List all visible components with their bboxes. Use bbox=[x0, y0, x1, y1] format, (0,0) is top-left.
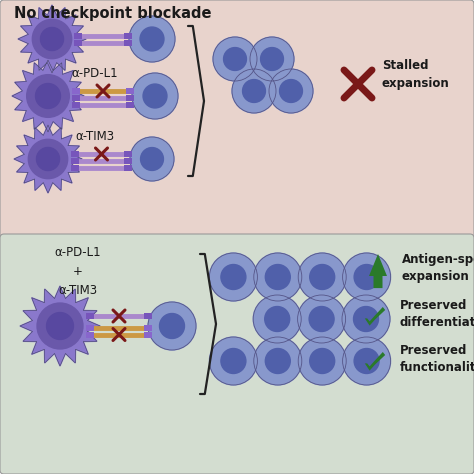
Text: Preserved
functionality: Preserved functionality bbox=[400, 344, 474, 374]
Circle shape bbox=[280, 80, 302, 102]
Polygon shape bbox=[18, 5, 86, 73]
Circle shape bbox=[143, 84, 167, 108]
Bar bbox=[74, 33, 82, 38]
Polygon shape bbox=[20, 286, 100, 366]
Circle shape bbox=[148, 302, 196, 350]
FancyBboxPatch shape bbox=[0, 0, 474, 240]
Circle shape bbox=[354, 348, 379, 374]
Bar bbox=[72, 101, 80, 108]
Circle shape bbox=[210, 337, 257, 385]
Polygon shape bbox=[14, 125, 82, 193]
Bar bbox=[74, 39, 82, 46]
Polygon shape bbox=[12, 60, 84, 132]
Circle shape bbox=[250, 37, 294, 81]
Circle shape bbox=[265, 264, 290, 290]
Bar bbox=[71, 164, 79, 171]
Bar bbox=[124, 164, 132, 171]
Circle shape bbox=[265, 348, 290, 374]
Bar bbox=[144, 331, 152, 337]
Circle shape bbox=[221, 264, 246, 290]
Circle shape bbox=[36, 83, 61, 109]
Text: α-PD-L1
+
α-TIM3: α-PD-L1 + α-TIM3 bbox=[55, 246, 101, 297]
Bar bbox=[86, 325, 94, 330]
Circle shape bbox=[130, 137, 174, 181]
Circle shape bbox=[254, 337, 302, 385]
Circle shape bbox=[232, 69, 276, 113]
Circle shape bbox=[141, 147, 164, 171]
Bar bbox=[71, 151, 79, 157]
Circle shape bbox=[264, 307, 290, 331]
Circle shape bbox=[354, 307, 378, 331]
Bar bbox=[86, 331, 94, 337]
Circle shape bbox=[243, 80, 265, 102]
Circle shape bbox=[298, 253, 346, 301]
Bar bbox=[124, 33, 132, 38]
Circle shape bbox=[310, 348, 335, 374]
Bar bbox=[144, 325, 152, 330]
Text: Antigen-specific
expansion: Antigen-specific expansion bbox=[402, 253, 474, 283]
Bar bbox=[72, 94, 80, 100]
Circle shape bbox=[210, 253, 257, 301]
Bar bbox=[126, 94, 134, 100]
Polygon shape bbox=[365, 307, 385, 326]
Circle shape bbox=[140, 27, 164, 51]
Polygon shape bbox=[365, 352, 385, 371]
Bar bbox=[72, 88, 80, 94]
Circle shape bbox=[298, 295, 346, 343]
Circle shape bbox=[160, 313, 184, 338]
Text: α-PD-L1: α-PD-L1 bbox=[72, 67, 118, 80]
Circle shape bbox=[28, 139, 68, 179]
Bar bbox=[126, 101, 134, 108]
Circle shape bbox=[32, 19, 72, 59]
FancyBboxPatch shape bbox=[0, 234, 474, 474]
Bar bbox=[71, 157, 79, 164]
Circle shape bbox=[310, 264, 335, 290]
Circle shape bbox=[343, 337, 391, 385]
Polygon shape bbox=[369, 254, 387, 288]
Circle shape bbox=[27, 75, 69, 118]
Circle shape bbox=[213, 37, 257, 81]
Bar bbox=[144, 313, 152, 319]
Text: Stalled
expansion: Stalled expansion bbox=[382, 58, 450, 90]
Text: Preserved
differentiation: Preserved differentiation bbox=[400, 299, 474, 329]
Text: α-TIM3: α-TIM3 bbox=[75, 130, 115, 143]
Circle shape bbox=[309, 307, 334, 331]
Circle shape bbox=[36, 147, 60, 171]
Circle shape bbox=[354, 264, 379, 290]
Circle shape bbox=[224, 47, 246, 71]
Circle shape bbox=[37, 303, 83, 349]
Circle shape bbox=[40, 27, 64, 51]
Circle shape bbox=[261, 47, 283, 71]
Circle shape bbox=[46, 312, 73, 339]
Bar bbox=[126, 88, 134, 94]
Bar bbox=[124, 39, 132, 46]
Circle shape bbox=[132, 73, 178, 119]
Circle shape bbox=[269, 69, 313, 113]
Circle shape bbox=[254, 253, 302, 301]
Circle shape bbox=[342, 295, 390, 343]
Circle shape bbox=[298, 337, 346, 385]
Circle shape bbox=[221, 348, 246, 374]
Bar bbox=[124, 151, 132, 157]
Bar bbox=[124, 157, 132, 164]
Circle shape bbox=[129, 16, 175, 62]
Text: No checkpoint blockade: No checkpoint blockade bbox=[14, 6, 211, 21]
Bar bbox=[86, 313, 94, 319]
Circle shape bbox=[253, 295, 301, 343]
Circle shape bbox=[343, 253, 391, 301]
